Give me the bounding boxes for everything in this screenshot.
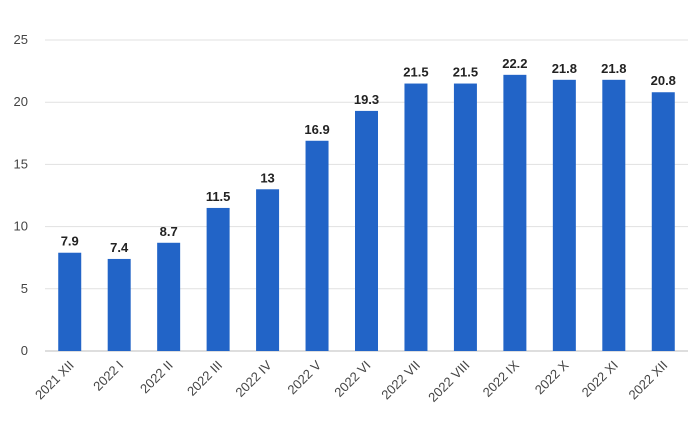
x-tick-label: 2022 VI xyxy=(331,358,373,400)
data-label: 21.8 xyxy=(601,61,626,76)
y-tick-label: 20 xyxy=(14,94,28,109)
bar xyxy=(305,140,329,351)
bar xyxy=(206,207,230,351)
y-tick-label: 25 xyxy=(14,32,28,47)
y-tick-label: 5 xyxy=(21,281,28,296)
data-label: 7.9 xyxy=(61,234,79,249)
bar xyxy=(503,74,527,351)
x-tick-label: 2022 III xyxy=(184,358,225,399)
bar xyxy=(157,242,181,351)
bars xyxy=(58,74,675,352)
bar xyxy=(355,110,378,352)
bar xyxy=(552,79,576,352)
bar xyxy=(58,252,82,351)
y-tick-label: 10 xyxy=(14,219,28,234)
data-label: 16.9 xyxy=(304,122,329,137)
data-label: 21.8 xyxy=(552,61,577,76)
x-tick-label: 2022 X xyxy=(532,357,572,397)
data-label: 11.5 xyxy=(206,189,231,204)
x-tick-label: 2022 V xyxy=(284,357,324,397)
bar xyxy=(404,83,428,351)
x-tick-label: 2022 I xyxy=(90,358,126,394)
x-tick-label: 2022 XII xyxy=(626,358,671,403)
data-label: 7.4 xyxy=(110,240,129,255)
data-label: 21.5 xyxy=(403,65,428,80)
bar xyxy=(651,92,675,352)
x-tick-label: 2022 II xyxy=(137,358,176,397)
x-tick-label: 2022 VII xyxy=(378,358,423,403)
x-tick-label: 2022 IX xyxy=(480,357,523,400)
y-axis-ticks: 0 5 10 15 20 25 xyxy=(14,32,28,358)
bar xyxy=(602,79,626,352)
x-tick-label: 2021 XII xyxy=(32,358,77,403)
x-tick-label: 2022 VIII xyxy=(425,358,472,405)
x-tick-label: 2022 IV xyxy=(232,357,275,400)
data-label: 21.5 xyxy=(453,65,478,80)
y-tick-label: 15 xyxy=(14,156,28,171)
data-label: 19.3 xyxy=(354,92,379,107)
bar xyxy=(107,258,131,351)
data-label: 13 xyxy=(260,170,274,185)
x-tick-label: 2022 XI xyxy=(579,358,621,400)
data-label: 22.2 xyxy=(502,56,527,71)
bar xyxy=(256,189,280,351)
y-tick-label: 0 xyxy=(21,343,28,358)
data-label: 20.8 xyxy=(651,73,676,88)
bar xyxy=(453,83,477,351)
data-label: 8.7 xyxy=(160,224,178,239)
data-labels: 7.9 7.4 8.7 11.5 13 16.9 19.3 21.5 21.5 22.2 21.8 2… xyxy=(61,56,676,255)
x-axis-ticks: 2021 XII 2022 I 2022 II 2022 III 2022 IV 2022… xyxy=(32,357,670,405)
